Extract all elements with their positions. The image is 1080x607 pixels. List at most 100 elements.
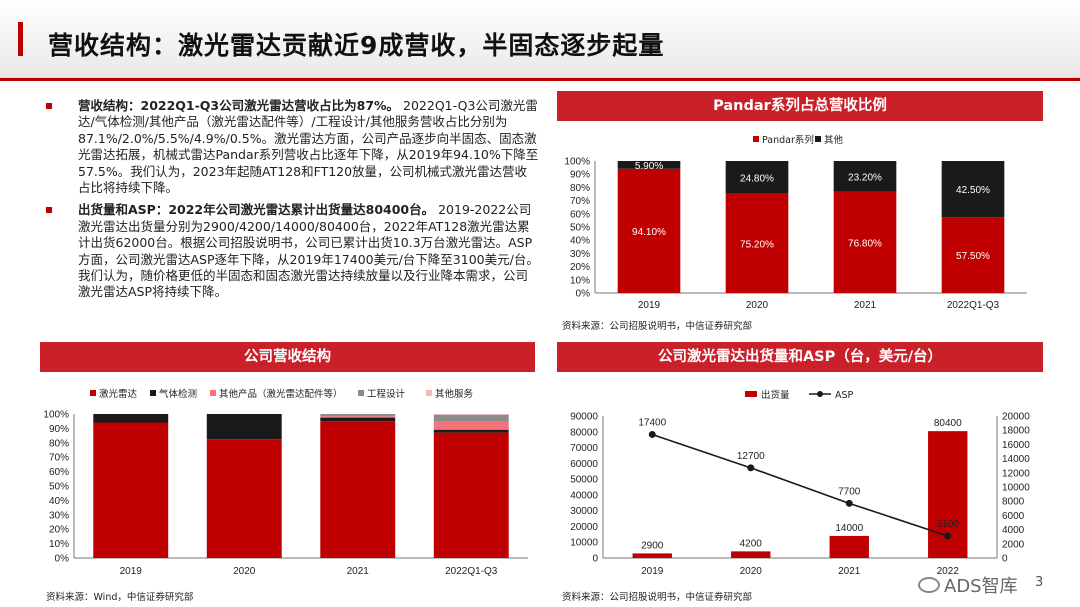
y-tick-label: 0% xyxy=(576,289,591,300)
legend-label-4: 其他服务 xyxy=(435,388,474,400)
y-tick-label: 100% xyxy=(564,157,590,168)
bar-segment-4 xyxy=(433,414,509,415)
bar-segment-3 xyxy=(320,414,396,417)
asp-data-label: 17400 xyxy=(638,417,666,428)
y-tick-label: 20% xyxy=(570,262,590,273)
data-label: 75.20% xyxy=(740,239,774,250)
asp-data-label: 12700 xyxy=(737,451,765,462)
y-right-tick-label: 10000 xyxy=(1002,483,1030,494)
watermark-text: ADS智库 xyxy=(944,576,1018,597)
x-tick-label: 2021 xyxy=(838,566,861,577)
y-right-tick-label: 4000 xyxy=(1002,525,1025,536)
x-tick-label: 2022 xyxy=(937,566,960,577)
pandar-chart-title: Pandar系列占总营收比例 xyxy=(557,91,1043,121)
y-right-tick-label: 2000 xyxy=(1002,539,1025,550)
y-tick-label: 80% xyxy=(570,183,590,194)
asp-line xyxy=(651,433,949,537)
bullet-revenue: 营收结构：2022Q1-Q3公司激光雷达营收占比为87%。 2022Q1-Q3公… xyxy=(44,98,539,196)
bullet-text: 2022Q1-Q3公司激光雷达/气体检测/其他产品（激光雷达配件等）/工程设计/… xyxy=(78,98,539,196)
legend-swatch-0 xyxy=(90,390,96,396)
bar-data-label: 2900 xyxy=(641,540,664,551)
shipment-chart-svg: 出货量 ASP0100002000030000400005000060000700… xyxy=(570,389,1030,577)
y-tick-label: 30% xyxy=(49,510,69,521)
bar-segment-1 xyxy=(320,417,396,422)
data-label: 76.80% xyxy=(848,238,882,249)
data-label: 57.50% xyxy=(956,251,990,262)
legend-label-1: 其他 xyxy=(824,134,844,146)
y-left-tick-label: 10000 xyxy=(570,538,598,549)
y-left-tick-label: 50000 xyxy=(570,475,598,486)
bar-shipment xyxy=(829,535,869,558)
y-tick-label: 20% xyxy=(49,525,69,536)
legend-label-bar: 出货量 xyxy=(761,389,790,401)
y-tick-label: 50% xyxy=(49,482,69,493)
bullet-square-icon xyxy=(46,207,52,214)
bullet-square-icon xyxy=(46,103,52,109)
legend-swatch-4 xyxy=(426,390,432,396)
page-title: 营收结构：激光雷达贡献近9成营收，半固态逐步起量 xyxy=(48,31,665,60)
watermark: ADS智库 xyxy=(918,572,1018,598)
y-right-tick-label: 8000 xyxy=(1002,497,1025,508)
pandar-chart-svg: Pandar系列 其他 0% 10% 20% 30% 40% 50% 60% 70% 80% 90% 1… xyxy=(564,134,1027,311)
bar-segment-0 xyxy=(93,422,169,558)
data-label: 24.80% xyxy=(740,173,774,184)
y-tick-label: 50% xyxy=(570,223,590,234)
legend-label-0: 激光雷达 xyxy=(99,388,138,400)
asp-data-label: 7700 xyxy=(838,486,861,497)
data-label: 42.50% xyxy=(956,185,990,196)
y-left-tick-label: 60000 xyxy=(570,459,598,470)
shipment-chart-title: 公司激光雷达出货量和ASP（台，美元/台） xyxy=(557,342,1043,372)
y-tick-label: 10% xyxy=(570,275,590,286)
pandar-source: 资料来源：公司招股说明书，中信证券研究部 xyxy=(562,321,753,332)
bar-shipment xyxy=(731,551,771,558)
x-tick-label: 2019 xyxy=(120,566,143,577)
legend-swatch-1 xyxy=(150,390,156,396)
bar-segment-3 xyxy=(433,414,509,422)
bar-segment-0 xyxy=(320,421,396,558)
asp-data-label: 3100 xyxy=(937,519,960,530)
y-right-tick-label: 20000 xyxy=(1002,412,1030,423)
revenue-chart: 激光雷达 气体检测 其他产品（激光雷达配件等） 工程设计 其他服务 0% 10% 20% 30%… xyxy=(40,376,535,581)
revenue-chart-title: 公司营收结构 xyxy=(40,342,535,372)
bar-pandar xyxy=(941,217,1005,293)
legend-swatch-3 xyxy=(358,390,364,396)
revenue-chart-svg: 激光雷达 气体检测 其他产品（激光雷达配件等） 工程设计 其他服务 0% 10% 20% 30%… xyxy=(43,388,528,577)
legend-label-0: Pandar系列 xyxy=(762,134,814,146)
bar-data-label: 14000 xyxy=(835,523,863,534)
bar-pandar xyxy=(725,193,789,293)
x-tick-label: 2019 xyxy=(638,300,661,311)
x-tick-label: 2020 xyxy=(233,566,256,577)
y-left-tick-label: 80000 xyxy=(570,427,598,438)
bar-segment-1 xyxy=(433,429,509,433)
y-tick-label: 60% xyxy=(49,467,69,478)
y-tick-label: 40% xyxy=(49,496,69,507)
y-right-tick-label: 6000 xyxy=(1002,511,1025,522)
legend-marker-line xyxy=(817,391,823,397)
y-tick-label: 90% xyxy=(570,170,590,181)
page-number: 3 xyxy=(1035,575,1044,590)
pandar-chart: Pandar系列 其他 0% 10% 20% 30% 40% 50% 60% 70% 80% 90% 1… xyxy=(557,124,1043,314)
x-tick-label: 2022Q1-Q3 xyxy=(947,300,1000,311)
bar-other xyxy=(941,161,1005,218)
bullet-list: 营收结构：2022Q1-Q3公司激光雷达营收占比为87%。 2022Q1-Q3公… xyxy=(44,98,539,307)
y-left-tick-label: 90000 xyxy=(570,412,598,423)
bar-pandar xyxy=(617,168,681,293)
data-label: 94.10% xyxy=(632,227,666,238)
y-tick-label: 70% xyxy=(570,196,590,207)
bar-shipment xyxy=(632,553,672,558)
bullet-lead: 出货量和ASP：2022年公司激光雷达累计出货量达80400台。 xyxy=(78,202,435,218)
bar-segment-0 xyxy=(433,432,509,558)
y-right-tick-label: 0 xyxy=(1002,554,1008,565)
asp-point xyxy=(845,499,853,507)
legend-label-line: ASP xyxy=(835,390,854,401)
y-right-tick-label: 16000 xyxy=(1002,440,1030,451)
legend-swatch-bar xyxy=(745,391,757,397)
y-tick-label: 90% xyxy=(49,424,69,435)
x-tick-label: 2022Q1-Q3 xyxy=(445,566,498,577)
bar-data-label: 4200 xyxy=(740,538,763,549)
y-left-tick-label: 20000 xyxy=(570,522,598,533)
asp-point xyxy=(944,532,952,540)
y-left-tick-label: 70000 xyxy=(570,443,598,454)
title-accent xyxy=(18,22,23,56)
y-tick-label: 40% xyxy=(570,236,590,247)
